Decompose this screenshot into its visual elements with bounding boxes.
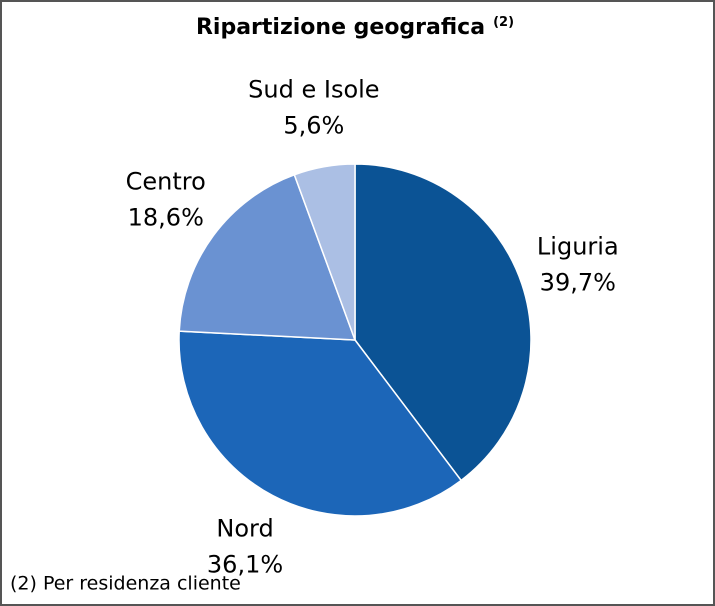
title-text: Ripartizione geografica xyxy=(196,15,485,40)
pie-slice xyxy=(354,163,532,482)
pie xyxy=(178,163,532,517)
pie-slice xyxy=(178,173,357,341)
slice-value-label: 18,6% xyxy=(128,204,204,232)
chart-title: Ripartizione geografica (2) xyxy=(196,15,514,41)
slice-value-label: 36,1% xyxy=(207,551,283,579)
slice-value-label: 5,6% xyxy=(283,112,344,140)
pie-slice xyxy=(293,163,356,341)
footnote: (2) Per residenza cliente xyxy=(10,573,241,595)
slice-category-label: Liguria xyxy=(537,232,619,260)
pie-slice xyxy=(178,330,463,517)
slice-value-label: 39,7% xyxy=(540,268,616,296)
slice-category-label: Nord xyxy=(216,515,273,543)
slice-category-label: Sud e Isole xyxy=(248,76,379,104)
slice-category-label: Centro xyxy=(126,168,206,196)
title-superscript: (2) xyxy=(493,15,514,30)
